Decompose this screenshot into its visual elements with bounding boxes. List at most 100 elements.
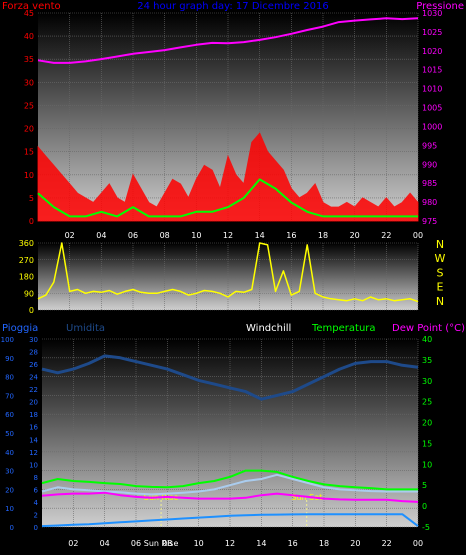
rain-tick-label: 30 — [5, 468, 14, 476]
compass-label: N — [436, 295, 444, 308]
wind-tick-label: 35 — [24, 55, 34, 64]
humidity-tick-label: 16 — [29, 424, 38, 432]
wind-tick-label: 30 — [24, 78, 34, 87]
pressure-tick-label: 980 — [422, 198, 437, 207]
x-tick-label: 18 — [319, 539, 329, 548]
humidity-tick-label: 2 — [34, 511, 38, 519]
direction-tick-label: 270 — [19, 256, 34, 265]
x-tick-label: 08 — [162, 539, 172, 548]
temperature-tick-label: 10 — [422, 460, 432, 469]
x-tick-label: 12 — [225, 539, 235, 548]
temperatura-series — [41, 469, 418, 491]
humidity-tick-label: 22 — [29, 386, 38, 394]
chart-title: 24 hour graph day: 17 Dicembre 2016 — [137, 1, 328, 12]
pressure-series — [37, 17, 419, 64]
direction-tick-label: 180 — [19, 273, 34, 282]
gust-series — [37, 132, 419, 222]
humidity-tick-label: 12 — [29, 449, 38, 457]
temperature-tick-label: 30 — [422, 377, 432, 386]
humidity-tick-label: 10 — [29, 461, 38, 469]
temperature-legend-label: Temperatura — [311, 323, 376, 334]
humidity-tick-label: 18 — [29, 411, 38, 419]
pioggia-series — [41, 513, 419, 528]
pressure-tick-label: 1015 — [422, 66, 442, 75]
humidity-tick-label: 0 — [34, 524, 38, 532]
wind-tick-label: 5 — [29, 194, 34, 203]
x-tick-label: 02 — [68, 539, 78, 548]
windchill-series — [41, 473, 418, 496]
pressure-tick-label: 1020 — [422, 47, 442, 56]
compass-label: N — [436, 238, 444, 251]
x-tick-label: 12 — [223, 231, 233, 240]
wind-axis-title: Forza vento — [2, 1, 61, 12]
umidita-series — [41, 354, 419, 401]
wind-tick-label: 25 — [24, 101, 34, 110]
direction-tick-label: 360 — [19, 239, 34, 248]
rain-tick-label: 70 — [5, 392, 14, 400]
temperature-legend-label: Dew Point (°C) — [392, 323, 465, 334]
x-tick-label: 22 — [382, 539, 392, 548]
rain-tick-label: 50 — [5, 430, 14, 438]
x-tick-label: 18 — [318, 231, 328, 240]
wind-tick-label: 10 — [24, 171, 34, 180]
temperature-tick-label: 35 — [422, 356, 432, 365]
compass-label: S — [437, 266, 444, 279]
temperature-legend-label: Pioggia — [2, 323, 38, 334]
rain-tick-label: 20 — [5, 486, 14, 494]
x-tick-label: 10 — [194, 539, 204, 548]
x-tick-label: 02 — [65, 231, 75, 240]
wind-tick-label: 40 — [24, 32, 34, 41]
humidity-tick-label: 8 — [34, 474, 38, 482]
pressure-tick-label: 1030 — [422, 9, 442, 18]
direction-series — [37, 242, 419, 303]
temperature-tick-label: 40 — [422, 335, 432, 344]
x-tick-label: 00 — [413, 231, 423, 240]
temperature-legend-label: Umidita — [66, 323, 105, 334]
x-tick-label: 00 — [413, 539, 423, 548]
x-tick-label: 22 — [381, 231, 391, 240]
humidity-tick-label: 28 — [29, 349, 38, 357]
wind-tick-label: 20 — [24, 125, 34, 134]
temperature-tick-label: 5 — [422, 481, 427, 490]
temperature-legend-label: Windchill — [246, 323, 291, 334]
temperature-tick-label: 25 — [422, 398, 432, 407]
x-tick-label: 08 — [160, 231, 170, 240]
pressure-tick-label: 1000 — [422, 122, 442, 131]
wind-tick-label: 0 — [29, 217, 34, 226]
rain-tick-label: 60 — [5, 411, 14, 419]
humidity-tick-label: 24 — [29, 374, 38, 382]
x-tick-label: 10 — [191, 231, 201, 240]
humidity-tick-label: 20 — [29, 399, 38, 407]
wind-tick-label: 15 — [24, 148, 34, 157]
x-tick-label: 20 — [350, 231, 360, 240]
pressure-tick-label: 990 — [422, 160, 437, 169]
x-tick-label: 14 — [256, 539, 266, 548]
humidity-tick-label: 6 — [34, 486, 39, 494]
sun-rise-tick-label: Sun Rise — [144, 539, 179, 548]
x-tick-label: 06 — [128, 231, 138, 240]
x-tick-label: 04 — [96, 231, 106, 240]
temperature-tick-label: 15 — [422, 439, 432, 448]
direction-tick-label: 90 — [24, 289, 34, 298]
rain-tick-label: 90 — [5, 355, 14, 363]
pressure-tick-label: 1025 — [422, 28, 442, 37]
humidity-tick-label: 14 — [29, 436, 38, 444]
avg-wind-series — [37, 178, 418, 218]
compass-label: W — [435, 252, 446, 265]
humidity-tick-label: 4 — [34, 499, 39, 507]
humidity-tick-label: 30 — [29, 336, 38, 344]
temperature-tick-label: -5 — [422, 523, 430, 532]
direction-tick-label: 0 — [29, 306, 34, 315]
pressure-tick-label: 975 — [422, 217, 437, 226]
temperature-tick-label: 20 — [422, 419, 432, 428]
dew-point-series — [41, 491, 419, 503]
wind-tick-label: 45 — [24, 9, 34, 18]
compass-label: E — [437, 281, 444, 294]
pressure-tick-label: 985 — [422, 179, 437, 188]
pressure-tick-label: 995 — [422, 141, 437, 150]
humidity-tick-label: 26 — [29, 361, 38, 369]
pressure-tick-label: 1005 — [422, 104, 442, 113]
rain-tick-label: 10 — [5, 505, 14, 513]
x-tick-label: 16 — [286, 231, 296, 240]
